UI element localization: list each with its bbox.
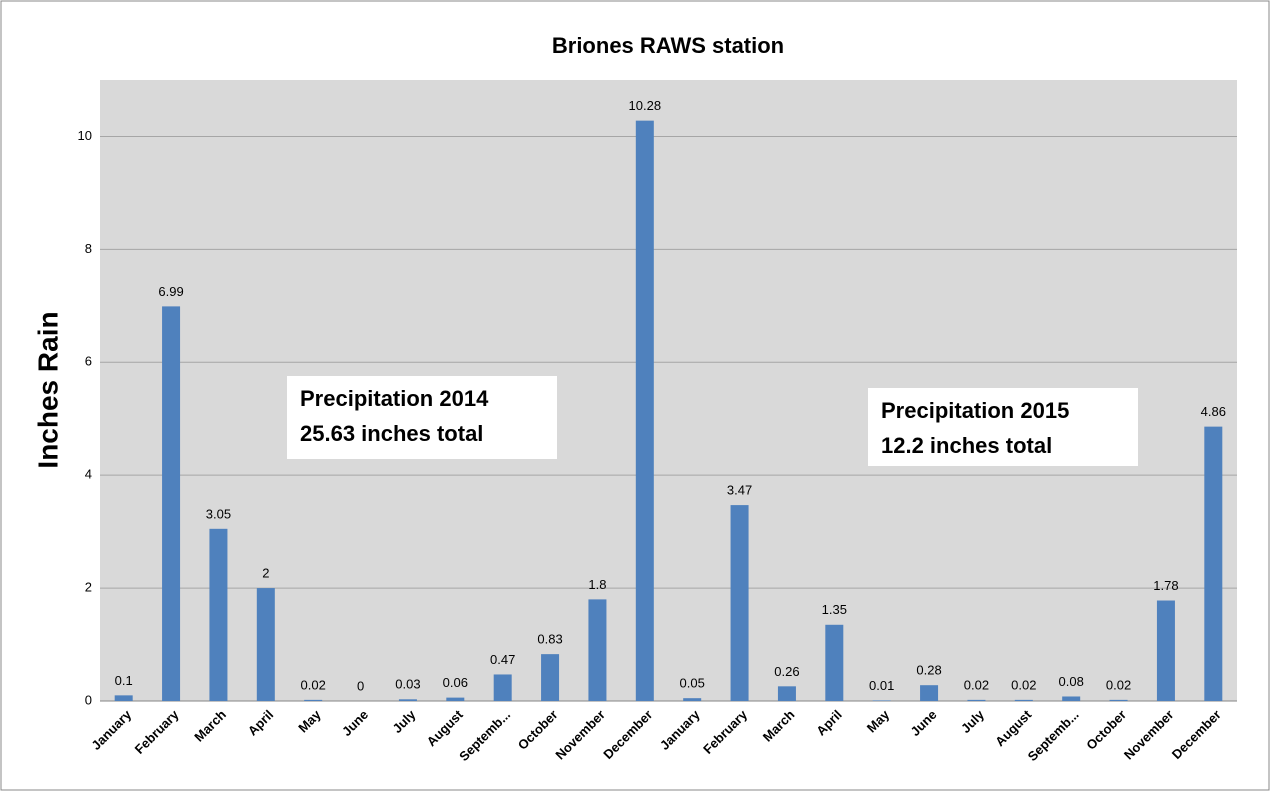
- y-tick-label: 0: [85, 692, 92, 707]
- y-tick-label: 8: [85, 241, 92, 256]
- bar: [304, 699, 323, 701]
- data-label: 1.78: [1153, 578, 1178, 593]
- bar: [1109, 699, 1128, 701]
- bar: [635, 120, 654, 701]
- data-label: 0.08: [1059, 674, 1084, 689]
- data-label: 0.02: [1011, 677, 1036, 692]
- annotation-text: Precipitation 2015: [881, 398, 1069, 423]
- annotation-text: 25.63 inches total: [300, 421, 483, 446]
- bar: [588, 599, 607, 701]
- bar: [114, 695, 133, 701]
- data-label: 0.28: [916, 663, 941, 678]
- y-axis-label: Inches Rain: [32, 311, 63, 468]
- data-label: 1.35: [822, 602, 847, 617]
- bar: [541, 654, 560, 701]
- bar: [872, 700, 891, 701]
- y-tick-label: 4: [85, 467, 92, 482]
- bar: [920, 685, 939, 701]
- data-label: 2: [262, 566, 269, 581]
- data-label: 0.01: [869, 678, 894, 693]
- data-label: 0.06: [443, 675, 468, 690]
- annotation-text: Precipitation 2014: [300, 386, 489, 411]
- data-label: 4.86: [1201, 404, 1226, 419]
- data-label: 0.02: [964, 677, 989, 692]
- bar: [398, 699, 417, 701]
- data-label: 0.03: [395, 677, 420, 692]
- bar: [1156, 600, 1175, 701]
- data-label: 1.8: [588, 577, 606, 592]
- bar: [825, 624, 844, 701]
- data-label: 0: [357, 678, 364, 693]
- bar: [209, 528, 228, 701]
- bar: [162, 306, 181, 701]
- data-label: 10.28: [629, 98, 662, 113]
- data-label: 0.83: [537, 632, 562, 647]
- annotation-text: 12.2 inches total: [881, 433, 1052, 458]
- y-tick-label: 6: [85, 354, 92, 369]
- data-label: 3.05: [206, 506, 231, 521]
- bar: [683, 698, 702, 701]
- bar: [493, 674, 512, 701]
- annotation-box: [287, 376, 557, 459]
- data-label: 3.47: [727, 483, 752, 498]
- y-tick-label: 10: [78, 128, 92, 143]
- data-label: 0.02: [301, 677, 326, 692]
- data-label: 0.47: [490, 652, 515, 667]
- annotation-box: [868, 388, 1138, 466]
- bar: [1014, 699, 1033, 701]
- data-label: 0.1: [115, 673, 133, 688]
- y-tick-label: 2: [85, 580, 92, 595]
- bar: [446, 697, 465, 701]
- bar: [967, 699, 986, 701]
- data-label: 0.05: [680, 676, 705, 691]
- chart-title: Briones RAWS station: [552, 33, 784, 58]
- data-label: 0.02: [1106, 677, 1131, 692]
- data-label: 0.26: [774, 664, 799, 679]
- bar: [730, 505, 749, 701]
- bar: [1062, 696, 1081, 701]
- data-label: 6.99: [158, 284, 183, 299]
- bar: [777, 686, 796, 701]
- bar: [1204, 426, 1223, 701]
- bar: [256, 588, 275, 701]
